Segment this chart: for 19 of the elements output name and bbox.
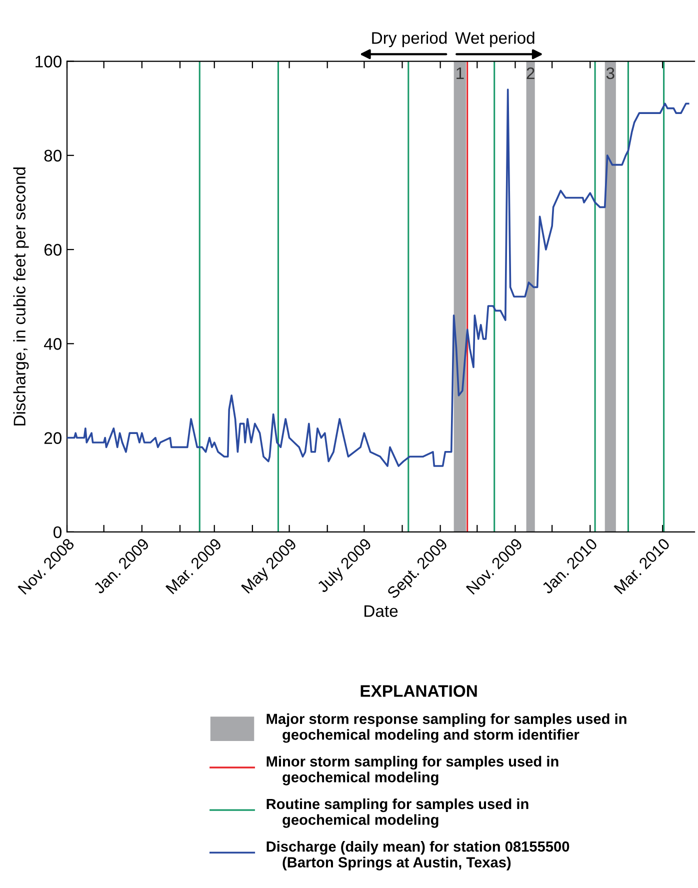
text: Wet period [455, 32, 534, 48]
y-tick-label: 80 [44, 150, 62, 162]
line-series [67, 88, 690, 467]
text: Dry period [372, 32, 447, 48]
text: Minor storm sampling for samples used in geochemical modeling [266, 756, 558, 786]
band-label: 1 [456, 68, 464, 79]
legend-title: EXPLANATION [360, 685, 477, 697]
y-tick-label: 60 [44, 244, 62, 256]
y-tick-label: 40 [44, 338, 62, 350]
y-tick-label: 0 [54, 526, 62, 538]
band-label: 3 [606, 67, 614, 80]
x-axis-title: Date [364, 605, 398, 617]
y-axis-title: Discharge, in cubic feet per second [13, 167, 29, 426]
band-label: 2 [526, 67, 534, 79]
y-tick-label: 100 [36, 56, 62, 68]
text: Major storm response sampling for samples used in geochemical modeling and storm identifier [266, 713, 626, 743]
y-tick-label: 20 [44, 432, 62, 444]
legend-label: Discharge (daily mean) for station 08155500 (Barton Springs at Austin, Texas) [266, 841, 570, 870]
text: Routine sampling for samples used in geochemical modeling [266, 798, 528, 828]
